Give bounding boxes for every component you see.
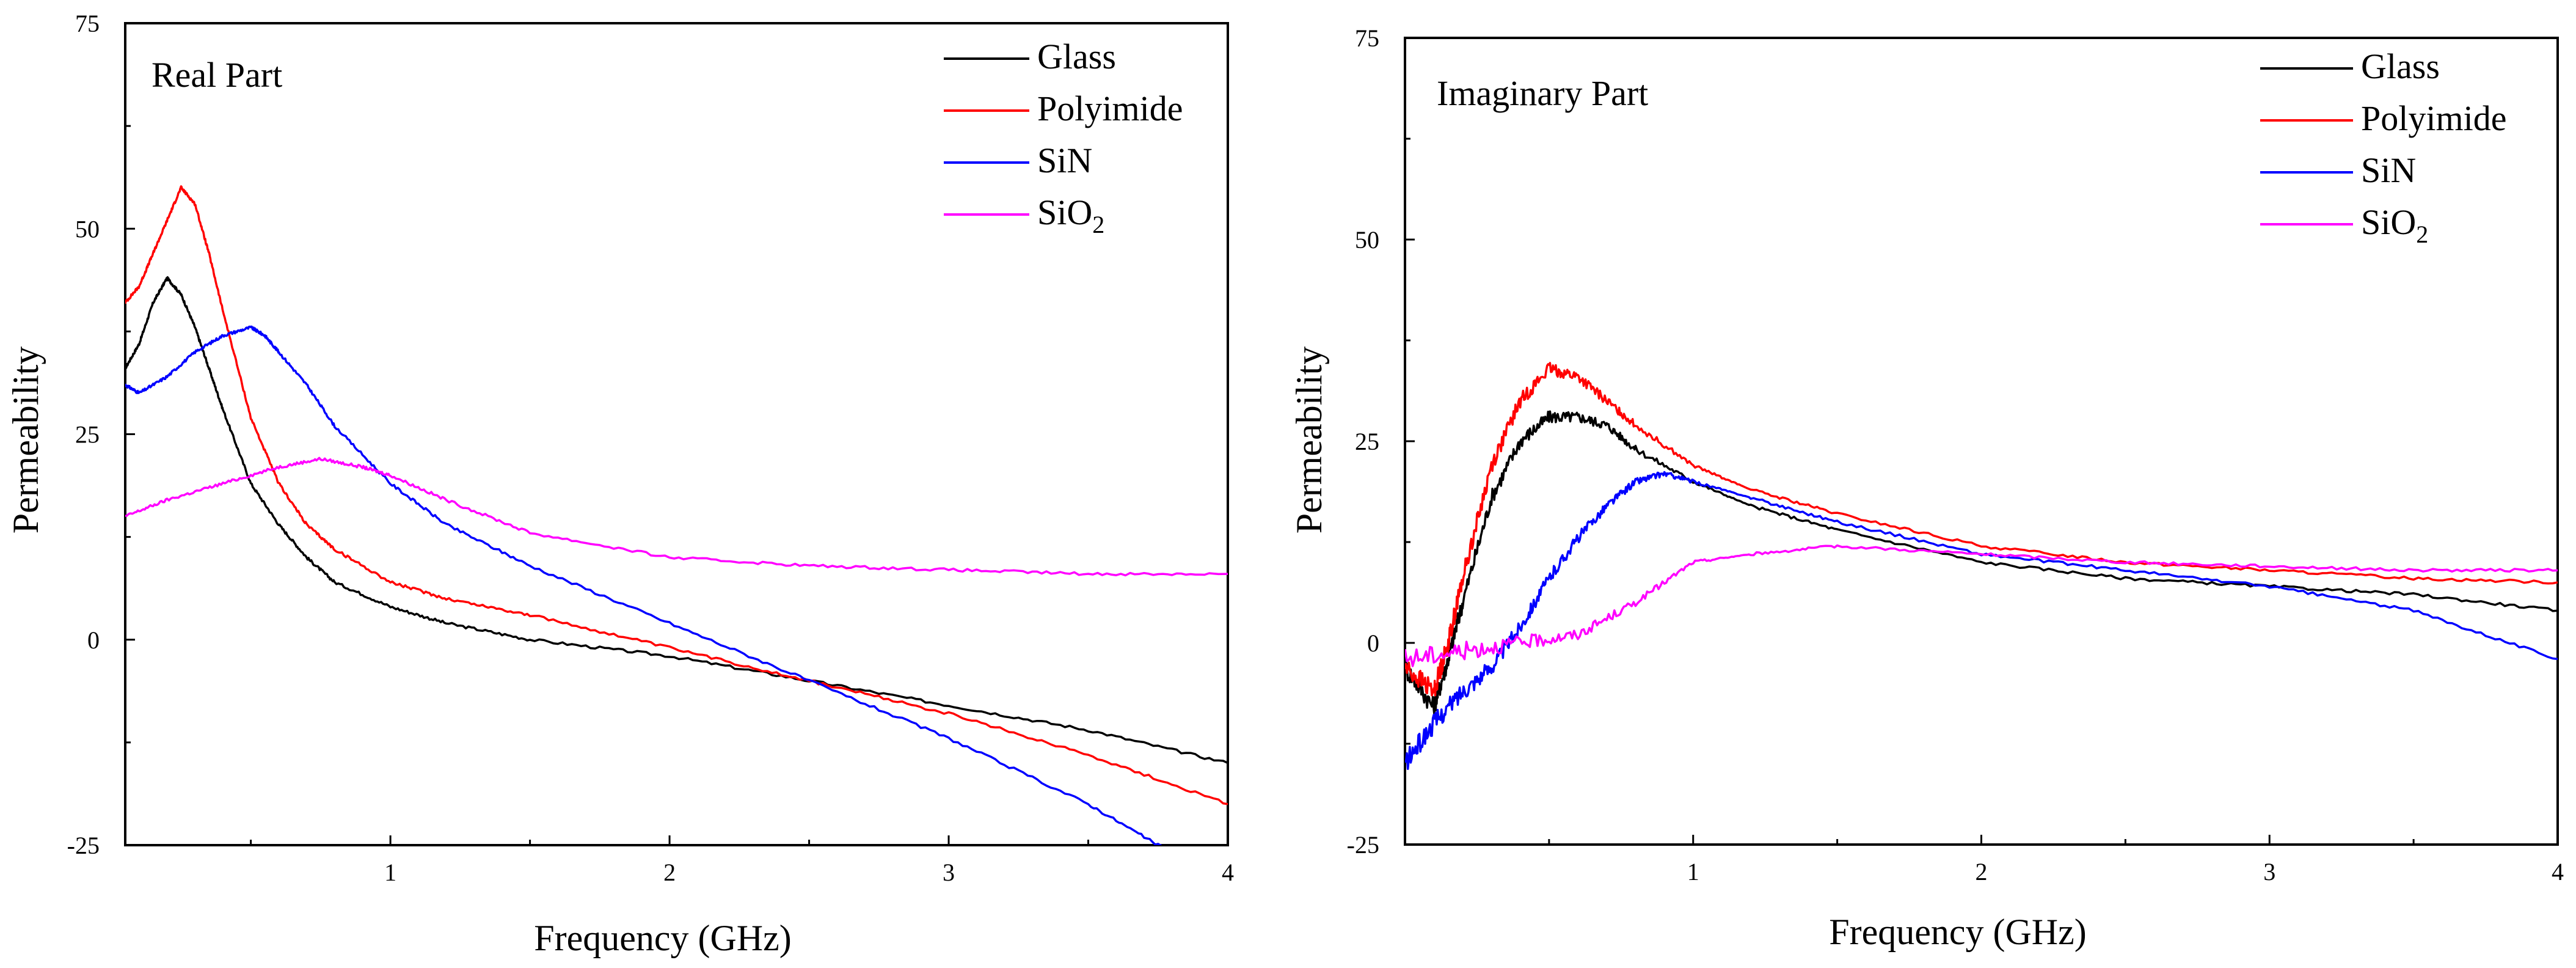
imaginary-part-panel: 1 2 3 4 -25 0 25 50 75 Imaginary Part Frequency … xyxy=(1289,24,2564,952)
series-layer xyxy=(1405,362,2558,770)
real-part-panel: 1 2 3 4 -25 0 25 50 75 Real Part Frequency (GHz)… xyxy=(5,10,1234,958)
y-tick-label: 75 xyxy=(75,10,100,37)
x-tick-label: 1 xyxy=(384,859,396,886)
y-axis-title: Permeability xyxy=(5,346,46,534)
y-tick-label: -25 xyxy=(1347,831,1379,859)
legend-label: SiN xyxy=(2361,150,2416,190)
panel-title: Imaginary Part xyxy=(1437,73,1648,113)
series-line-glass xyxy=(125,276,1228,765)
series-line-sio2 xyxy=(125,457,1228,577)
x-tick-label: 3 xyxy=(943,859,955,886)
series-line-sin xyxy=(125,325,1162,845)
y-tick-label: -25 xyxy=(67,832,100,859)
legend-label: SiN xyxy=(1037,141,1092,180)
series-line-glass xyxy=(1405,410,2558,716)
x-tick-label: 4 xyxy=(2552,858,2564,886)
series-layer xyxy=(125,185,1228,845)
series-line-sin xyxy=(1405,471,2558,770)
legend-label: Glass xyxy=(2361,46,2440,86)
ticks-layer: 1 2 3 4 -25 0 25 50 75 xyxy=(67,10,1234,886)
legend-label: SiO2 xyxy=(2361,202,2428,248)
legend-label: Polyimide xyxy=(2361,98,2506,138)
x-axis-title: Frequency (GHz) xyxy=(1829,912,2087,952)
y-tick-label: 0 xyxy=(87,626,100,654)
y-tick-label: 75 xyxy=(1355,24,1379,52)
x-tick-label: 1 xyxy=(1687,858,1699,886)
panel-title: Real Part xyxy=(151,55,282,95)
y-tick-label: 50 xyxy=(75,215,100,243)
legend-label: Polyimide xyxy=(1037,89,1183,128)
x-tick-label: 3 xyxy=(2263,858,2275,886)
x-axis-title: Frequency (GHz) xyxy=(534,918,792,958)
legend-label: SiO2 xyxy=(1037,193,1104,238)
series-line-polyimide xyxy=(125,185,1228,805)
legend-label: Glass xyxy=(1037,37,1116,76)
y-tick-label: 0 xyxy=(1367,629,1379,657)
y-tick-label: 25 xyxy=(75,421,100,449)
y-tick-label: 50 xyxy=(1355,226,1379,254)
x-tick-label: 2 xyxy=(1976,858,1988,886)
y-tick-label: 25 xyxy=(1355,428,1379,455)
legend: Glass Polyimide SiN SiO2 xyxy=(944,37,1183,238)
x-tick-label: 2 xyxy=(663,859,676,886)
y-axis-title: Permeability xyxy=(1289,346,1329,534)
series-line-sio2 xyxy=(1405,544,2558,667)
legend: Glass Polyimide SiN SiO2 xyxy=(2260,46,2506,248)
x-tick-label: 4 xyxy=(1222,859,1234,886)
ticks-layer: 1 2 3 4 -25 0 25 50 75 xyxy=(1347,24,2564,886)
